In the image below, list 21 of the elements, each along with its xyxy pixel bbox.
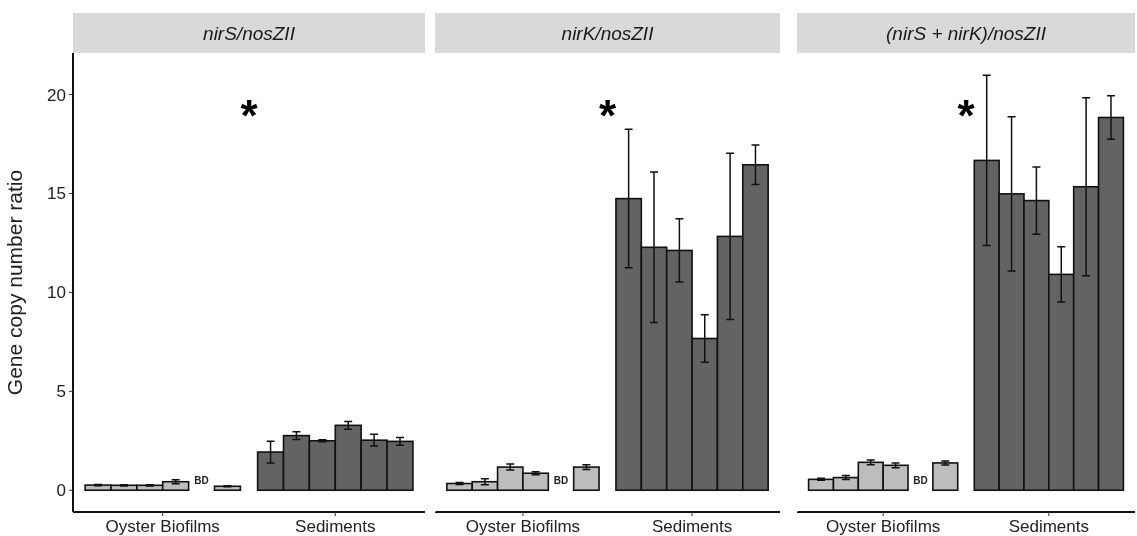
x-tick-label: Sediments: [1008, 517, 1090, 536]
y-tick-label: 5: [56, 382, 66, 402]
chart-title: nirS/nosZII: [203, 23, 296, 44]
annotation: *: [240, 91, 259, 140]
y-tick-label: 0: [56, 481, 66, 501]
annotation: BD: [194, 475, 209, 487]
annotation: *: [598, 91, 617, 140]
annotation: BD: [553, 475, 569, 487]
chart-title: nirK/nosZII: [561, 23, 655, 44]
x-tick-label: Oyster Biofilms: [826, 517, 941, 536]
x-tick-label: Sediments: [651, 517, 733, 536]
x-tick-label: Sediments: [295, 517, 376, 536]
x-tick-label: Oyster Biofilms: [105, 517, 220, 536]
y-axis-title: Gene copy number ratio: [3, 169, 26, 396]
y-tick-label: 15: [47, 184, 66, 204]
annotation: *: [957, 91, 976, 140]
annotation: BD: [913, 475, 928, 487]
y-tick-label: 10: [47, 283, 66, 303]
y-tick-label: 20: [47, 85, 66, 105]
x-tick-label: Oyster Biofilms: [465, 517, 581, 536]
chart-title: (nirS + nirK)/nosZII: [886, 23, 1047, 44]
